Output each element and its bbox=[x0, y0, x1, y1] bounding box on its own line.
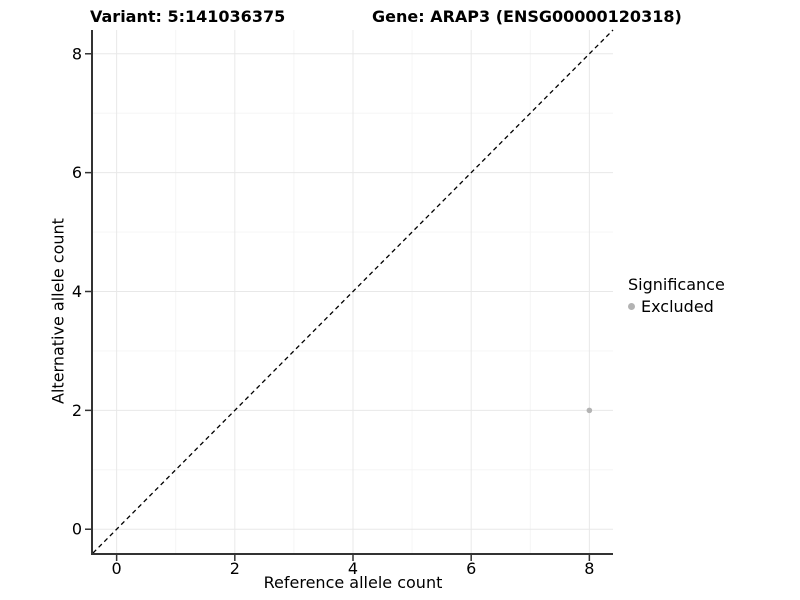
legend-title: Significance bbox=[628, 275, 725, 294]
x-tick-label: 2 bbox=[230, 559, 240, 578]
x-axis-label: Reference allele count bbox=[263, 573, 443, 592]
data-point bbox=[586, 407, 593, 414]
y-tick-label: 8 bbox=[72, 44, 82, 63]
x-tick-label: 0 bbox=[112, 559, 122, 578]
y-tick-label: 6 bbox=[72, 163, 82, 182]
variant-title: Variant: 5:141036375 bbox=[90, 7, 286, 26]
legend-item-excluded: Excluded bbox=[628, 297, 725, 316]
legend-item-label: Excluded bbox=[641, 297, 714, 316]
y-tick-label: 2 bbox=[72, 401, 82, 420]
y-tick-label: 4 bbox=[72, 282, 82, 301]
identity-dashed-line bbox=[92, 29, 614, 554]
y-tick-label: 0 bbox=[72, 520, 82, 539]
x-tick-label: 8 bbox=[584, 559, 594, 578]
legend: Significance Excluded bbox=[628, 275, 725, 316]
gene-title: Gene: ARAP3 (ENSG00000120318) bbox=[372, 7, 682, 26]
y-axis-label: Alternative allele count bbox=[48, 218, 68, 404]
x-tick-label: 4 bbox=[348, 559, 358, 578]
x-tick-label: 6 bbox=[466, 559, 476, 578]
legend-point-icon bbox=[628, 303, 635, 310]
